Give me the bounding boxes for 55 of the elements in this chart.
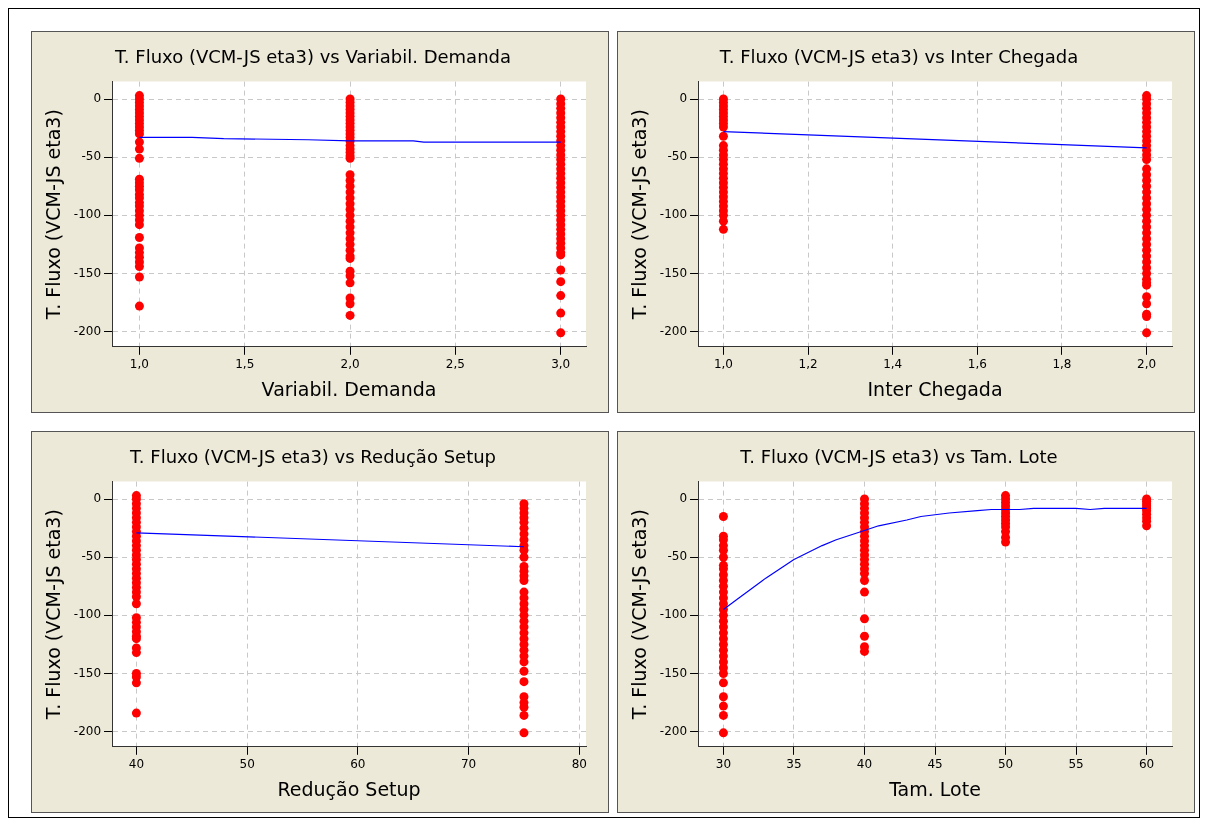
chart-title: T. Fluxo (VCM-JS eta3) vs Inter Chegada <box>718 46 1079 68</box>
y-tick-label: -50 <box>81 149 102 164</box>
x-tick-label: 1,8 <box>1052 357 1072 372</box>
x-tick-label: 1,0 <box>129 357 149 372</box>
y-tick-label: -100 <box>659 207 688 222</box>
y-tick-label: -50 <box>81 549 102 564</box>
y-tick-label: -200 <box>73 723 102 738</box>
x-tick-label: 2,0 <box>340 357 360 372</box>
chart-title: T. Fluxo (VCM-JS eta3) vs Tam. Lote <box>739 446 1058 468</box>
x-tick-label: 1,6 <box>967 357 987 372</box>
y-tick-label: 0 <box>679 491 688 506</box>
x-tick-label: 40 <box>856 757 873 772</box>
x-tick-label: 2,5 <box>445 357 465 372</box>
y-tick-label: 0 <box>679 91 688 106</box>
y-tick-label: -200 <box>659 723 688 738</box>
y-tick-label: -50 <box>667 549 688 564</box>
y-tick-label: -100 <box>73 607 102 622</box>
x-tick-label: 45 <box>927 757 943 772</box>
y-axis-title: T. Fluxo (VCM-JS eta3) <box>42 109 65 321</box>
x-tick-label: 60 <box>350 757 366 772</box>
y-tick-label: -100 <box>659 607 688 622</box>
y-tick-label: -50 <box>667 149 688 164</box>
y-tick-label: 0 <box>93 91 102 106</box>
x-tick-label: 40 <box>128 757 145 772</box>
y-tick-label: -200 <box>659 323 688 338</box>
x-tick-label: 3,0 <box>551 357 571 372</box>
y-tick-label: -100 <box>73 207 102 222</box>
y-tick-label: -200 <box>73 323 102 338</box>
x-axis-title: Tam. Lote <box>888 777 981 800</box>
x-tick-label: 35 <box>786 757 802 772</box>
x-tick-label: 2,0 <box>1137 357 1157 372</box>
y-axis-title: T. Fluxo (VCM-JS eta3) <box>628 109 651 321</box>
x-tick-label: 60 <box>1138 757 1155 772</box>
y-axis-title: T. Fluxo (VCM-JS eta3) <box>42 509 65 721</box>
x-tick-label: 30 <box>715 757 732 772</box>
x-tick-label: 1,4 <box>883 357 903 372</box>
y-tick-label: -150 <box>659 265 688 280</box>
y-tick-label: -150 <box>659 665 688 680</box>
x-axis-title: Redução Setup <box>277 777 421 800</box>
x-tick-label: 55 <box>1068 757 1084 772</box>
x-tick-label: 1,0 <box>713 357 733 372</box>
x-tick-label: 50 <box>239 757 255 772</box>
x-axis-title: Variabil. Demanda <box>261 377 437 400</box>
y-axis-title: T. Fluxo (VCM-JS eta3) <box>628 509 651 721</box>
x-tick-label: 70 <box>460 757 477 772</box>
x-tick-label: 1,2 <box>798 357 818 372</box>
x-tick-label: 50 <box>997 757 1014 772</box>
y-tick-label: -150 <box>73 265 102 280</box>
x-tick-label: 80 <box>571 757 587 772</box>
x-tick-label: 1,5 <box>235 357 255 372</box>
y-tick-label: 0 <box>93 491 102 506</box>
chart-title: T. Fluxo (VCM-JS eta3) vs Variabil. Demanda <box>113 46 512 68</box>
x-axis-title: Inter Chegada <box>867 377 1003 400</box>
chart-title: T. Fluxo (VCM-JS eta3) vs Redução Setup <box>128 446 497 468</box>
y-tick-label: -150 <box>73 665 102 680</box>
